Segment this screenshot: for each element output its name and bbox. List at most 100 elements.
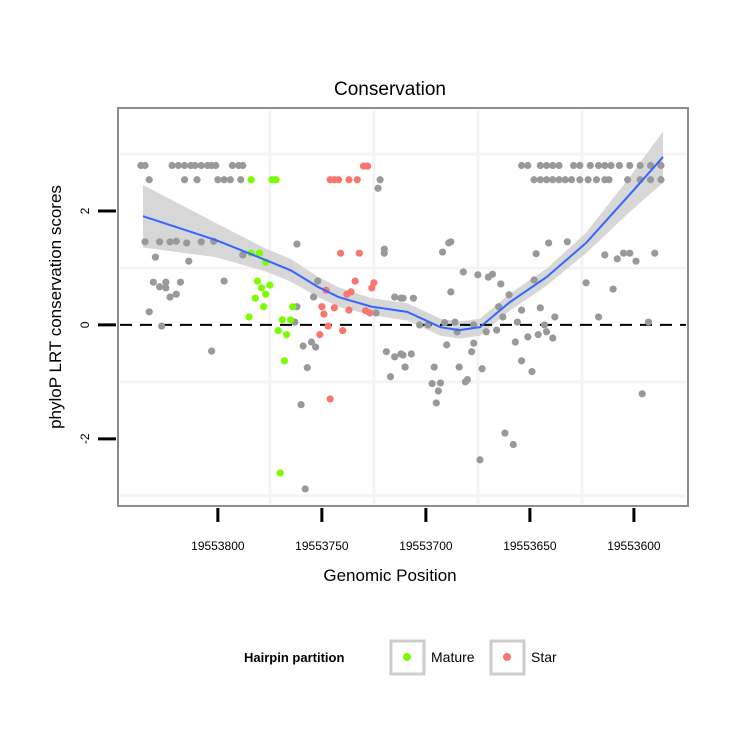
data-point-none [447,288,455,296]
data-point-star [334,176,343,184]
data-point-none [180,161,189,170]
data-point-none [166,293,174,301]
data-point-mature [257,284,266,292]
data-point-star [316,331,324,339]
x-tick-label: 19553750 [295,539,349,553]
data-point-none [657,161,665,170]
smooth-trend-line [142,156,664,332]
data-point-none [441,319,449,327]
data-point-none [297,401,305,409]
data-point-none [145,308,153,316]
plot-panel [117,107,689,507]
data-point-none [511,338,519,346]
legend-label-mature: Mature [431,649,475,665]
data-point-none [372,309,380,317]
legend: Hairpin partition Mature Star [244,639,557,676]
data-point-mature [280,357,289,365]
data-point-none [468,348,476,356]
data-point-none [434,387,442,395]
data-point-none [513,318,522,326]
data-point-none [551,313,559,321]
data-point-none [517,161,526,170]
data-point-none [176,278,185,286]
legend-title: Hairpin partition [244,650,344,665]
data-point-none [156,238,164,246]
data-point-none [476,456,484,464]
data-point-none [438,248,447,256]
data-point-none [374,184,382,192]
data-point-none [561,176,569,184]
data-point-none [172,290,180,298]
data-point-mature [287,316,295,324]
y-tick-label: 0 [78,321,92,328]
data-point-star [324,322,332,330]
data-point-mature [282,331,291,339]
data-point-mature [266,281,274,289]
data-point-none [626,249,634,257]
data-point-none [592,176,601,184]
data-point-none [470,321,478,329]
data-point-none [162,278,170,286]
data-point-none [197,161,205,170]
data-point-star [330,304,338,312]
data-point-none [624,176,632,184]
data-point-mature [247,176,255,184]
data-point-none [567,176,576,184]
data-point-none [399,351,407,359]
data-point-mature [262,290,270,298]
data-point-none [180,176,189,184]
data-point-none [432,399,440,407]
data-point-none [613,255,621,263]
data-point-none [536,304,544,312]
data-point-none [307,338,316,346]
data-point-none [594,313,603,321]
data-point-none [524,333,532,341]
data-point-none [303,364,311,372]
data-point-none [141,161,149,170]
data-point-none [609,285,617,293]
data-point-star [366,309,374,317]
data-point-none [193,176,201,184]
y-axis-label: phyloP LRT conservation scores [46,185,65,429]
data-point-none [220,176,228,184]
data-point-none [301,485,309,493]
data-point-none [563,238,571,246]
legend-label-star: Star [531,649,557,665]
data-point-none [382,348,390,356]
data-point-none [451,318,459,326]
data-point-none [380,249,388,257]
data-point-none [407,350,415,358]
data-point-none [605,176,613,184]
data-point-mature [276,469,284,477]
data-point-none [470,339,478,347]
data-point-none [632,257,640,265]
data-point-none [309,293,318,301]
data-point-star [320,310,328,318]
data-point-none [542,176,551,184]
legend-key-mature [389,639,426,676]
data-point-none [534,331,542,339]
data-point-none [626,161,634,170]
data-point-none [445,239,453,247]
data-point-none [542,328,551,336]
data-point-none [549,161,557,170]
x-tick-label: 19553650 [503,539,557,553]
data-point-none [517,357,526,365]
data-point-none [576,176,584,184]
data-point-none [536,161,544,170]
data-point-none [517,306,526,314]
data-point-none [156,283,164,291]
data-point-star [351,277,359,285]
data-point-none [542,161,551,170]
data-point-none [397,294,405,302]
legend-item-star: Star [489,639,557,676]
data-point-none [549,334,557,342]
data-point-star [318,303,326,311]
data-point-none [183,239,191,247]
data-point-star [336,249,345,257]
data-point-none [141,238,149,246]
data-point-none [646,161,655,170]
data-point-star [355,249,363,257]
data-point-none [646,176,655,184]
data-point-none [228,161,237,170]
